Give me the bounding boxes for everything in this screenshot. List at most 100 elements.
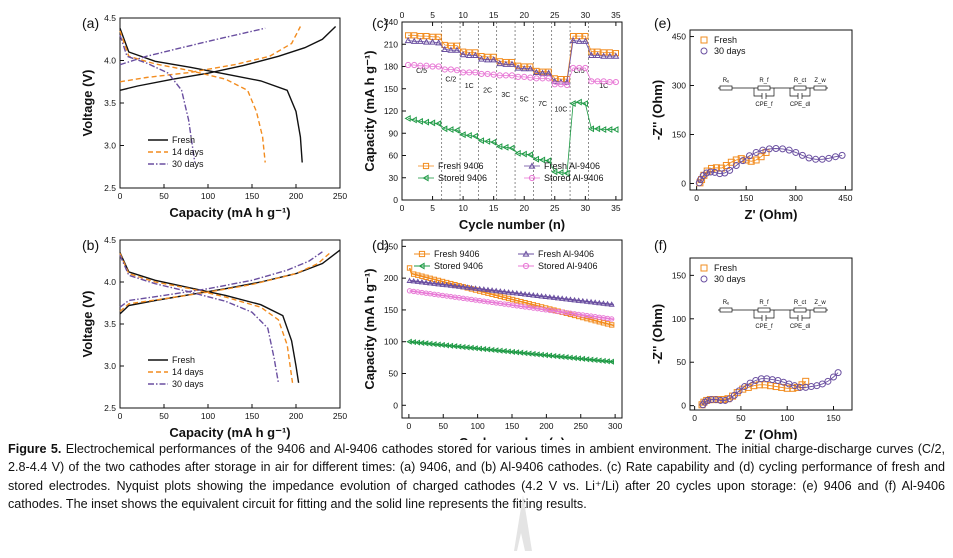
y-tick-label: 2.5 xyxy=(104,183,116,193)
data-point xyxy=(588,78,595,85)
y-tick-label: 150 xyxy=(672,270,686,280)
data-point xyxy=(428,119,436,127)
x-tick-label: 20 xyxy=(519,203,529,213)
data-point xyxy=(608,301,615,307)
data-point xyxy=(570,64,577,72)
y-tick-label: 3.5 xyxy=(104,98,116,108)
data-point xyxy=(431,280,438,286)
data-point xyxy=(569,36,577,44)
data-point xyxy=(587,51,595,58)
data-point xyxy=(453,67,461,74)
data-point xyxy=(480,286,487,292)
data-point xyxy=(818,380,826,388)
data-point xyxy=(447,66,454,73)
data-point xyxy=(483,137,491,145)
x-tick-label: 50 xyxy=(159,191,169,201)
data-point xyxy=(502,60,510,67)
circuit-label: R_ct xyxy=(794,300,807,306)
data-point xyxy=(612,52,620,59)
data-point xyxy=(551,77,559,84)
data-point xyxy=(496,72,503,79)
x-top-tick-label: 0 xyxy=(400,10,405,20)
data-point xyxy=(805,154,813,162)
data-point xyxy=(502,72,509,79)
data-point xyxy=(594,51,602,58)
series-charge-curve xyxy=(119,26,302,83)
data-point xyxy=(545,157,552,165)
data-point xyxy=(752,148,760,156)
data-point xyxy=(612,78,619,86)
data-point xyxy=(779,145,787,153)
data-point xyxy=(459,51,467,58)
data-point xyxy=(818,155,826,163)
x-axis-label: Z' (Ohm) xyxy=(745,427,798,440)
rate-label: 10C xyxy=(554,107,567,114)
legend-entry: 30 days xyxy=(172,159,204,169)
data-point xyxy=(695,179,703,187)
data-point xyxy=(555,294,562,301)
data-point xyxy=(545,75,552,82)
data-point xyxy=(550,294,557,300)
y-tick-label: 50 xyxy=(389,369,399,379)
chart-panel-e: (e) 0 150 300 450 0 150 300 450 Z' (Ohm) -Z'' (Ohm… xyxy=(650,15,853,222)
data-point xyxy=(741,383,749,391)
equivalent-circuit-inset: Rₑ R_f R_ct Z_w CPE_f CPE_dl xyxy=(718,78,828,108)
data-point xyxy=(411,61,418,69)
legend-marker xyxy=(418,262,425,270)
y-tick-label: 150 xyxy=(384,305,398,315)
x-tick-label: 100 xyxy=(201,411,215,421)
x-top-tick-label: 5 xyxy=(430,10,435,20)
data-point xyxy=(532,155,540,163)
legend-marker xyxy=(522,250,530,257)
x-tick-label: 300 xyxy=(608,421,622,431)
y-tick-label: 4.5 xyxy=(104,235,116,245)
y-tick-label: 2.5 xyxy=(104,403,116,413)
data-point xyxy=(557,81,564,88)
rate-label: 1C xyxy=(599,83,608,90)
x-tick-label: 150 xyxy=(826,413,840,423)
panel-label: (b) xyxy=(82,237,99,253)
rate-label: C/2 xyxy=(445,76,456,83)
x-tick-label: 250 xyxy=(574,421,588,431)
figure-5-chart-grid: (a)0 50 100 150 200 2502.53.03.54.04.5Capacit… xyxy=(80,10,853,440)
data-point xyxy=(410,277,417,284)
data-point xyxy=(608,358,614,365)
y-tick-label: 150 xyxy=(384,84,398,94)
series-discharge-curve xyxy=(119,254,280,383)
y-axis-label: Voltage (V) xyxy=(80,291,95,358)
data-point xyxy=(746,379,754,387)
data-point xyxy=(416,37,424,44)
data-point xyxy=(472,69,479,76)
data-point xyxy=(522,291,529,297)
x-tick-label: 150 xyxy=(245,411,259,421)
circuit-label: Rₑ xyxy=(723,78,730,84)
data-point xyxy=(563,169,570,177)
data-point xyxy=(464,284,471,290)
data-point xyxy=(594,48,601,55)
data-point xyxy=(592,299,599,305)
data-point xyxy=(447,282,454,288)
data-point xyxy=(581,37,589,44)
data-point xyxy=(612,126,619,133)
data-point xyxy=(496,58,503,65)
y-axis-label: Capacity (mA h g⁻¹) xyxy=(362,50,377,171)
chart-panel-b: (b) 0 50 100 150 200 250 2.5 3.0 3.5 4.0 4.5 Capacit… xyxy=(80,235,347,440)
y-tick-label: 0 xyxy=(681,178,686,188)
y-tick-label: 4.0 xyxy=(104,56,116,66)
data-point xyxy=(716,170,724,178)
data-point xyxy=(418,278,425,285)
series-charge-curve xyxy=(119,251,323,308)
data-point xyxy=(557,169,564,177)
series-line xyxy=(408,64,616,86)
data-point xyxy=(600,78,607,85)
data-point xyxy=(600,49,607,56)
data-point xyxy=(534,292,541,298)
data-point xyxy=(711,168,719,176)
data-point xyxy=(533,75,540,82)
data-point xyxy=(490,71,497,78)
y-tick-label: 30 xyxy=(389,173,399,183)
data-point xyxy=(825,154,833,162)
data-point xyxy=(404,36,412,44)
data-point xyxy=(539,75,546,82)
data-point xyxy=(757,153,765,161)
